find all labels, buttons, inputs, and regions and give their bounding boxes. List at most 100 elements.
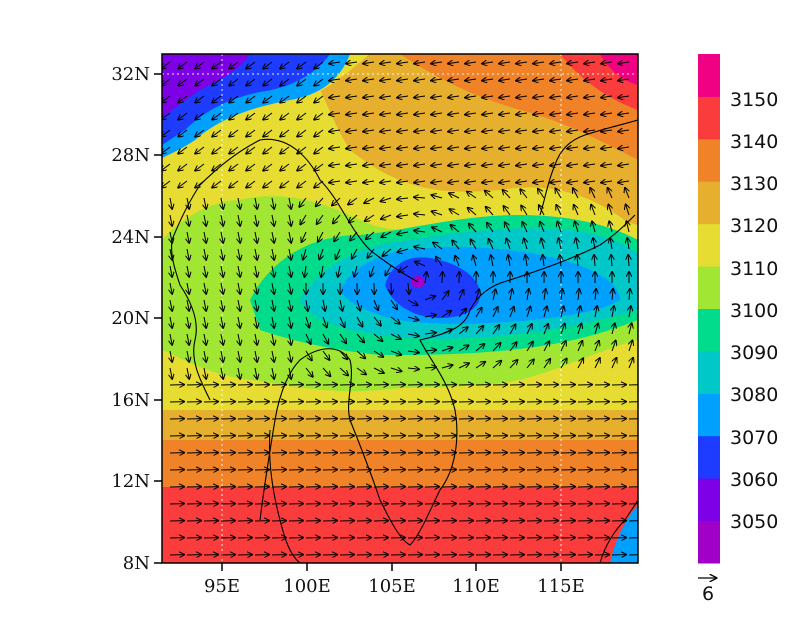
wind-vector	[629, 289, 630, 301]
wind-vector	[397, 198, 409, 199]
wind-vector	[195, 146, 205, 154]
wind-vector	[627, 238, 629, 250]
wind-vector	[255, 214, 257, 226]
lon-label-100: 100E	[283, 576, 331, 597]
wind-vector	[556, 205, 562, 216]
wind-vector	[364, 197, 375, 203]
wind-vector	[255, 265, 257, 277]
wind-vector	[229, 61, 239, 69]
wind-vector	[204, 197, 206, 209]
wind-vector	[448, 130, 460, 132]
colorbar-box	[698, 223, 720, 267]
wind-vector	[204, 316, 206, 328]
wind-vector	[356, 316, 362, 327]
wind-vector	[363, 164, 375, 166]
wind-vector	[397, 164, 409, 166]
wind-vector	[618, 147, 630, 149]
wind-vector	[626, 205, 629, 216]
wind-vector	[595, 323, 598, 335]
wind-vector	[300, 214, 307, 224]
wind-vector	[575, 222, 578, 233]
wind-vector	[289, 265, 291, 277]
colorbar-label-3100: 3100	[730, 300, 778, 322]
wind-vector	[574, 205, 579, 216]
wind-vector	[524, 238, 527, 250]
wind-vector	[516, 62, 528, 64]
wind-vector	[432, 227, 443, 233]
wind-vector	[584, 79, 596, 81]
wind-vector	[229, 78, 239, 86]
wind-vector	[533, 164, 545, 166]
wind-vector	[499, 96, 511, 98]
wind-vector	[550, 164, 562, 166]
wind-vector	[601, 130, 613, 132]
wind-vector	[289, 214, 291, 226]
wind-vector	[246, 112, 256, 120]
wind-vector	[238, 265, 240, 277]
wind-vector	[339, 333, 346, 343]
colorbar-label-3110: 3110	[730, 258, 778, 280]
wind-vector	[380, 147, 392, 149]
wind-vector	[289, 350, 291, 362]
wind-vector	[238, 231, 240, 243]
wind-vector	[407, 351, 419, 353]
wind-vector	[229, 163, 239, 171]
wind-vector	[397, 130, 409, 132]
wind-vector	[407, 334, 419, 336]
wind-vector	[170, 282, 172, 294]
wind-vector	[272, 197, 274, 209]
wind-vector	[170, 214, 172, 226]
wind-vector	[482, 96, 494, 98]
wind-vector	[506, 239, 510, 250]
wind-vector	[321, 265, 323, 277]
lat-label-12: 12N	[111, 471, 150, 492]
wind-vector	[302, 231, 307, 242]
reference-vector-label: 6	[702, 583, 714, 605]
wind-vector	[329, 79, 341, 81]
wind-vector	[339, 367, 348, 375]
wind-vector	[272, 265, 274, 277]
wind-vector	[246, 95, 256, 103]
lon-label-95: 95E	[204, 576, 240, 597]
wind-vector	[272, 333, 274, 345]
wind-vector	[458, 290, 463, 301]
wind-vector	[601, 164, 613, 166]
wind-vector	[468, 208, 477, 216]
wind-vector	[322, 333, 328, 344]
wind-vector	[178, 129, 188, 137]
wind-vector	[221, 265, 223, 277]
wind-vector	[373, 333, 382, 341]
wind-vector	[319, 248, 323, 259]
wind-vector	[431, 130, 443, 132]
wind-vector	[314, 129, 324, 137]
wind-vector	[448, 113, 460, 115]
wind-vector	[550, 113, 562, 115]
band-3080-se	[610, 505, 638, 563]
wind-vector	[238, 350, 240, 362]
lon-label-115: 115E	[537, 576, 585, 597]
wind-vector	[516, 96, 528, 98]
colorbar-label-3050: 3050	[730, 511, 778, 533]
wind-vector	[458, 363, 469, 369]
wind-vector	[178, 78, 188, 86]
wind-vector	[449, 193, 460, 199]
wind-vector	[397, 79, 409, 81]
wind-vector	[229, 95, 239, 103]
wind-vector	[567, 79, 579, 81]
wind-vector	[499, 62, 511, 64]
wind-vector	[204, 282, 206, 294]
wind-vector	[448, 79, 460, 81]
colorbar-label-3140: 3140	[730, 131, 778, 153]
lat-axis: 8N 12N 16N 20N 24N 28N 32N	[111, 64, 162, 574]
wind-vector	[221, 231, 223, 243]
wind-vector	[629, 306, 631, 318]
wind-vector	[448, 62, 460, 64]
wind-vector	[504, 206, 511, 216]
wind-vector	[314, 95, 324, 103]
wind-vector	[187, 299, 189, 311]
wind-vector	[238, 282, 240, 294]
wind-vector	[280, 163, 290, 171]
wind-vector	[339, 316, 345, 327]
wind-vector	[482, 147, 494, 149]
wind-vector	[591, 205, 595, 216]
